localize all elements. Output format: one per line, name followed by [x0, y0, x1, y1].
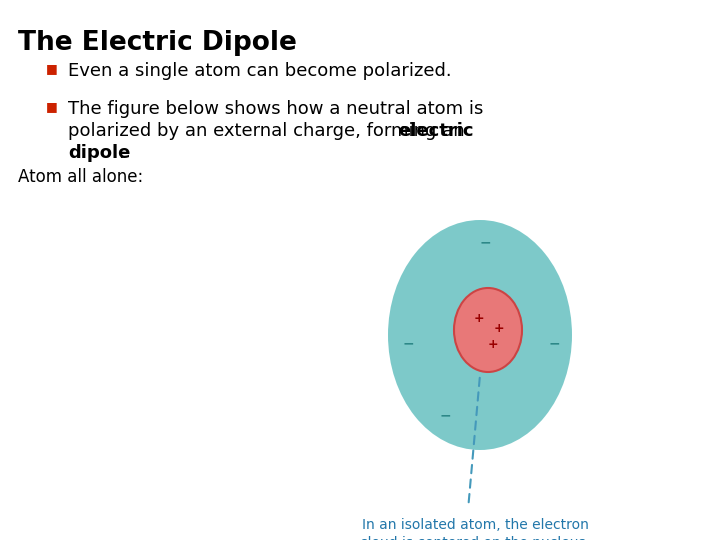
- Text: +: +: [487, 338, 498, 350]
- Text: ■: ■: [46, 62, 58, 75]
- Text: The Electric Dipole: The Electric Dipole: [18, 30, 297, 56]
- Text: In an isolated atom, the electron: In an isolated atom, the electron: [361, 518, 588, 532]
- Text: −: −: [548, 336, 560, 350]
- Text: .: .: [118, 144, 124, 162]
- Text: polarized by an external charge, forming an: polarized by an external charge, forming…: [68, 122, 470, 140]
- Ellipse shape: [454, 288, 522, 372]
- Text: cloud is centered on the nucleus.: cloud is centered on the nucleus.: [360, 536, 590, 540]
- Text: The figure below shows how a neutral atom is: The figure below shows how a neutral ato…: [68, 100, 483, 118]
- Text: +: +: [494, 321, 504, 334]
- Text: Even a single atom can become polarized.: Even a single atom can become polarized.: [68, 62, 451, 80]
- Text: −: −: [480, 235, 491, 249]
- Text: Atom all alone:: Atom all alone:: [18, 168, 143, 186]
- Text: ■: ■: [46, 100, 58, 113]
- Text: +: +: [474, 312, 485, 325]
- Text: electric: electric: [398, 122, 474, 140]
- Text: −: −: [439, 408, 451, 422]
- Text: −: −: [402, 336, 414, 350]
- Ellipse shape: [388, 220, 572, 450]
- Text: dipole: dipole: [68, 144, 130, 162]
